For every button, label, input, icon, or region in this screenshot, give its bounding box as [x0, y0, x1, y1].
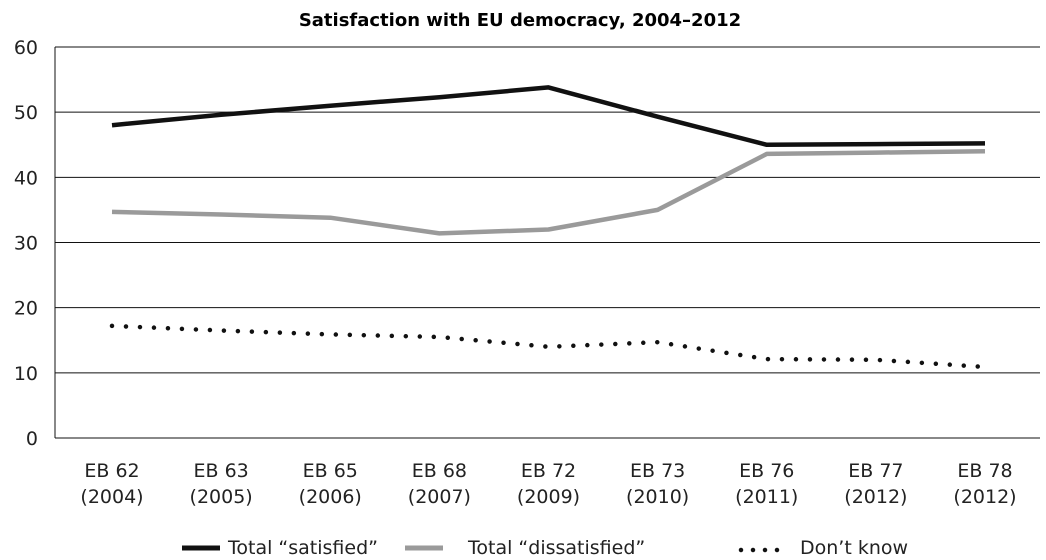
legend: Total “satisfied” Total “dissatisfied” Don… — [182, 537, 908, 559]
x-tick-label: EB 76 (2011) — [735, 460, 798, 508]
x-tick-label: EB 77 (2012) — [844, 460, 907, 508]
x-tick-label: EB 62 (2004) — [80, 460, 143, 508]
y-tick-label: 50 — [14, 102, 38, 124]
x-tick-label: EB 63 (2005) — [190, 460, 253, 508]
y-tick-label: 20 — [14, 298, 38, 320]
legend-label-3: Don’t know — [800, 537, 908, 559]
series-3-line — [109, 323, 988, 370]
y-tick-label: 40 — [14, 167, 38, 189]
y-tick-label: 30 — [14, 233, 38, 255]
x-tick-label: EB 72 (2009) — [517, 460, 580, 508]
series-lines — [109, 85, 988, 370]
series-2-line — [111, 149, 986, 236]
legend-label-1: Total “satisfied” — [227, 537, 378, 559]
y-tick-label: 0 — [26, 428, 38, 450]
x-axis-tick-labels: EB 62 (2004) EB 63 (2005) EB 65 (2006) EB 68 (2… — [80, 460, 1016, 508]
x-tick-label: EB 65 (2006) — [299, 460, 362, 508]
chart-title: Satisfaction with EU democracy, 2004–201… — [299, 10, 741, 31]
y-tick-label: 10 — [14, 363, 38, 385]
gridlines — [54, 46, 1040, 439]
series-1-line — [111, 85, 986, 148]
y-axis-tick-labels: 0 10 20 30 40 50 60 — [14, 37, 38, 450]
legend-label-2: Total “dissatisfied” — [467, 537, 645, 559]
y-tick-label: 60 — [14, 37, 38, 59]
x-tick-label: EB 73 (2010) — [626, 460, 689, 508]
x-tick-label: EB 78 (2012) — [953, 460, 1016, 508]
x-tick-label: EB 68 (2007) — [408, 460, 471, 508]
